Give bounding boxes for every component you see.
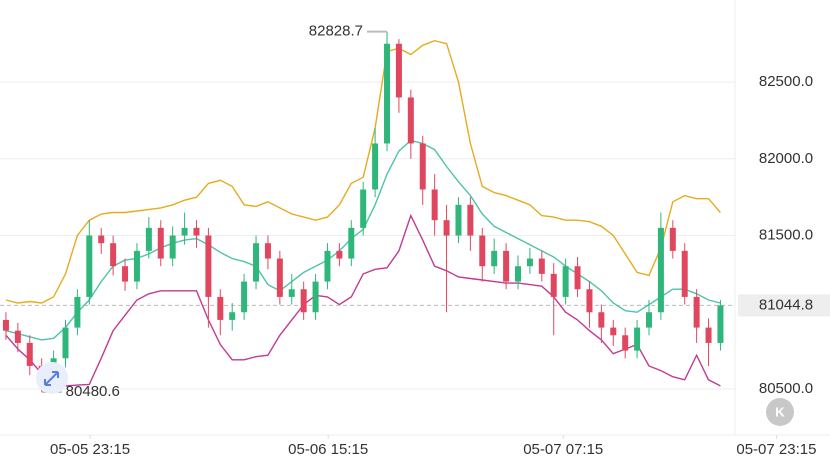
band-line [5,39,721,304]
reset-button-label[interactable]: K [775,404,785,419]
candle-body [324,250,331,282]
x-tick-label: 05-06 15:15 [288,441,368,458]
expand-button[interactable] [36,362,68,394]
candle-body [193,227,200,236]
candle-body [681,250,688,297]
candle-body [622,335,629,351]
candle-body [693,296,700,328]
candle-body [205,235,212,297]
candle-body [717,305,724,343]
reset-button-bg[interactable] [766,398,794,426]
candle-body [503,250,510,282]
candle-body [526,258,533,267]
x-tick-label: 05-07 23:15 [736,441,816,458]
candle-body [562,266,569,297]
candle-body [98,235,105,244]
candle-body [217,296,224,320]
candle-body [407,97,414,144]
candle-body [372,143,379,190]
candle-body [705,327,712,343]
candle-body [264,243,271,259]
candle-body [610,327,617,336]
candle-body [14,330,21,343]
candle-body [133,250,140,282]
candle-body [645,312,652,328]
max-marker-label: 82828.7 [309,23,363,40]
candle-body [479,235,486,267]
candle-body [634,327,641,351]
candle-body [586,289,593,313]
candle-body [431,189,438,221]
y-tick-label: 82000.0 [759,150,813,167]
candle-body [86,235,93,297]
candle-body [657,227,664,313]
candle-body [288,289,295,297]
candle-body [348,227,355,259]
candle-body [110,243,117,267]
candle-body [229,312,236,320]
x-tick-label: 05-05 23:15 [50,441,130,458]
candle-body [336,250,343,259]
candle-body [74,296,81,328]
candle-body [515,266,522,282]
candle-body [169,235,176,259]
candle-body [157,227,164,259]
candle-body [419,143,426,190]
candle-body [574,266,581,290]
candle-body [145,227,152,251]
candle-body [538,258,545,274]
candle-body [395,43,402,98]
candle-body [467,204,474,236]
candle-body [669,227,676,251]
candle-body [491,250,498,267]
last-price-box [738,294,830,317]
candle-body [360,189,367,228]
candle-body [550,273,557,297]
candle-body [455,204,462,236]
candle-body [598,312,605,328]
candle-body [300,289,307,313]
min-marker-label: 80480.6 [66,383,120,400]
y-tick-label: 82500.0 [759,73,813,90]
candle-body [253,243,260,282]
last-price-label: 81044.8 [759,296,813,313]
candle-body [122,266,129,282]
candle-body [181,227,188,236]
candle-body [276,258,283,297]
candle-body [26,342,33,366]
candle-body [2,319,9,331]
y-tick-label: 81500.0 [759,226,813,243]
candle-body [443,220,450,236]
x-tick-label: 05-07 07:15 [523,441,603,458]
candle-body [241,281,248,313]
candle-body [62,327,69,359]
y-tick-label: 80500.0 [759,380,813,397]
expand-icon[interactable] [44,371,59,386]
reset-button[interactable]: K [766,398,794,426]
candle-body [312,281,319,313]
candle-body [384,43,391,144]
